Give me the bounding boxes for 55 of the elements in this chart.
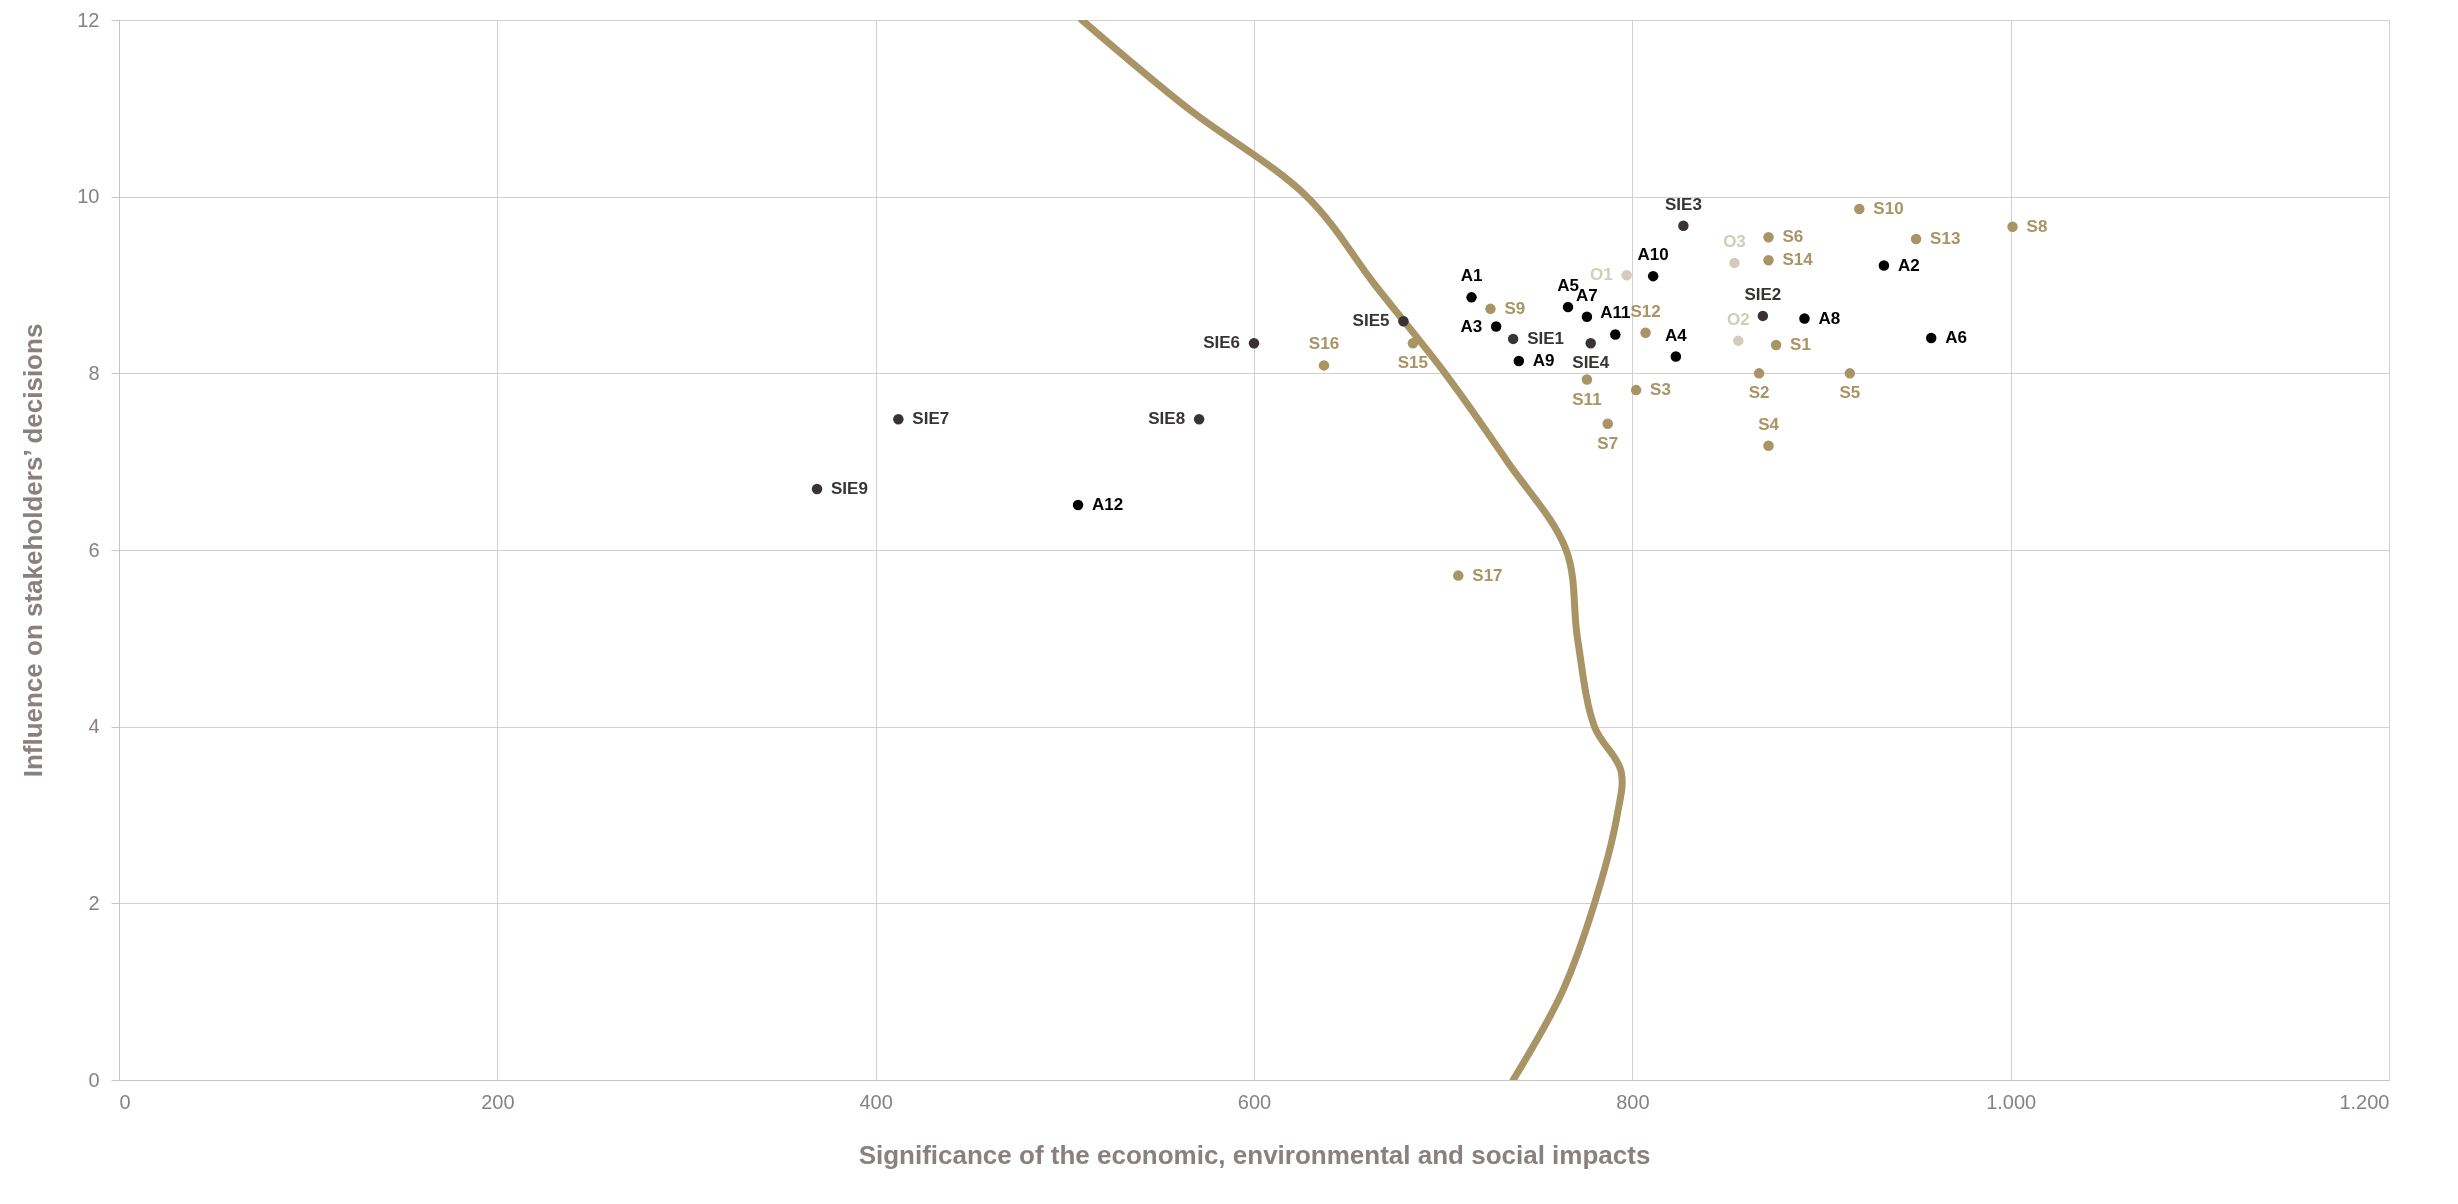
annotation: SIE4: [1572, 353, 1610, 373]
x-tick-label: 400: [859, 1090, 893, 1113]
annotation: S5: [1839, 383, 1861, 403]
annotation: A3: [1460, 316, 1483, 336]
x-tick-label: 1.200: [2339, 1090, 2390, 1113]
annotation: A11: [1600, 303, 1631, 323]
annotation: SIE7: [912, 409, 950, 429]
y-tick-label: 4: [88, 715, 100, 738]
annotation: A2: [1897, 255, 1920, 275]
annotation: S13: [1930, 229, 1961, 249]
annotation: S1: [1790, 335, 1811, 355]
x-tick-label: 200: [481, 1090, 515, 1113]
annotation: A1: [1460, 266, 1483, 286]
annotation: S10: [1873, 199, 1904, 219]
annotation: O1: [1589, 265, 1613, 285]
annotation: A12: [1092, 494, 1124, 514]
annotation: SIE9: [831, 479, 868, 499]
annotation: A4: [1664, 325, 1688, 345]
annotation: A9: [1532, 350, 1555, 370]
annotation: SIE8: [1148, 409, 1186, 429]
annotation: S7: [1597, 433, 1619, 453]
x-tick-label: 800: [1616, 1090, 1650, 1113]
annotation: S2: [1748, 383, 1770, 403]
annotation: SIE6: [1203, 333, 1240, 353]
annotation: O3: [1723, 231, 1746, 251]
annotation: S15: [1397, 353, 1429, 373]
annotation: S4: [1758, 414, 1780, 434]
annotation: S6: [1782, 227, 1804, 247]
annotation: SIE2: [1744, 284, 1782, 304]
annotation: SIE5: [1352, 311, 1390, 331]
annotation: S8: [2026, 216, 2048, 236]
annotation: A10: [1637, 245, 1669, 265]
y-tick-label: 8: [88, 361, 100, 384]
x-tick-label: 600: [1237, 1090, 1272, 1113]
annotation: S14: [1782, 250, 1814, 270]
x-axis-title: Significance of the economic, environmental and social impacts: [858, 1139, 1651, 1170]
y-axis-title: Influence on stakeholders’ decisions: [18, 323, 49, 778]
annotation: S12: [1630, 301, 1661, 321]
annotation: S11: [1572, 389, 1602, 409]
y-tick-label: 6: [88, 538, 100, 561]
annotation: A6: [1945, 328, 1967, 347]
y-tick-label: 10: [77, 185, 100, 208]
annotation: O2: [1726, 309, 1750, 329]
annotation: SIE1: [1527, 328, 1565, 348]
annotation: S9: [1504, 298, 1526, 318]
y-tick-label: 2: [88, 891, 100, 914]
annotation: A8: [1818, 308, 1841, 328]
x-tick-label: 0: [119, 1090, 131, 1113]
x-tick-label: 1.000: [1986, 1090, 2037, 1113]
annotation: S17: [1472, 565, 1503, 585]
y-tick-label: 0: [88, 1068, 100, 1091]
annotation: SIE3: [1664, 194, 1702, 214]
annotation: S16: [1308, 334, 1340, 354]
y-tick-label: 12: [77, 8, 100, 31]
annotation: S3: [1650, 380, 1671, 400]
